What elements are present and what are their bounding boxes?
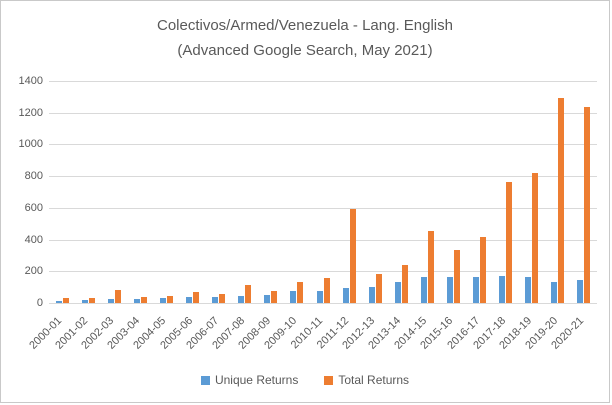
gridline-y-400 [49, 239, 597, 241]
y-tick-label-600: 600 [24, 201, 43, 214]
bar-total-2015-16 [453, 249, 460, 303]
legend-label-unique-returns: Unique Returns [214, 373, 299, 387]
bar-total-2009-10 [297, 281, 304, 303]
bar-unique-2003-04 [133, 298, 140, 303]
gridline-y-800 [49, 176, 597, 178]
legend-item-unique-returns: Unique Returns [200, 373, 299, 387]
bar-total-2016-17 [480, 237, 487, 303]
chart-title-line2: (Advanced Google Search, May 2021) [177, 42, 433, 59]
bar-total-2020-21 [584, 107, 591, 303]
legend-swatch-unique-returns-icon [200, 375, 210, 385]
bar-unique-2019-20 [551, 282, 558, 303]
legend-label-total-returns: Total Returns [338, 373, 410, 387]
bar-unique-2017-18 [499, 276, 506, 303]
plot-area [49, 81, 597, 304]
bar-total-2014-15 [427, 230, 434, 303]
bar-unique-2012-13 [368, 286, 375, 303]
bar-unique-2016-17 [473, 277, 480, 303]
bar-unique-2009-10 [290, 290, 297, 303]
bar-unique-2018-19 [525, 277, 532, 303]
bar-unique-2002-03 [107, 298, 114, 303]
bar-total-2013-14 [401, 264, 408, 303]
bar-unique-2005-06 [186, 296, 193, 303]
bar-unique-2013-14 [394, 282, 401, 303]
gridline-y-0 [49, 303, 597, 304]
y-tick-label-1200: 1200 [18, 106, 43, 119]
bar-unique-2006-07 [212, 296, 219, 303]
y-tick-label-200: 200 [24, 265, 43, 278]
bar-unique-2010-11 [316, 290, 323, 303]
gridline-y-1400 [49, 81, 597, 82]
bar-unique-2014-15 [420, 277, 427, 303]
gridline-y-600 [49, 207, 597, 209]
bar-total-2008-09 [271, 291, 278, 303]
bar-unique-2008-09 [264, 294, 271, 303]
y-tick-label-1400: 1400 [18, 75, 43, 87]
bar-total-2005-06 [193, 291, 200, 303]
bar-unique-2011-12 [342, 287, 349, 303]
bar-unique-2004-05 [159, 298, 166, 303]
gridline-y-1200 [49, 112, 597, 114]
legend-item-total-returns: Total Returns [324, 373, 409, 387]
gridline-y-200 [49, 271, 597, 273]
bar-total-2006-07 [219, 293, 226, 303]
bar-unique-2000-01 [55, 301, 62, 303]
bar-unique-2015-16 [446, 277, 453, 303]
bar-total-2019-20 [558, 97, 565, 303]
bar-unique-2007-08 [238, 296, 245, 303]
bar-unique-2020-21 [577, 280, 584, 303]
legend-swatch-total-returns-icon [324, 375, 334, 385]
bar-unique-2001-02 [81, 299, 88, 303]
chart-title: Colectivos/Armed/Venezuela - Lang. Engli… [1, 13, 609, 63]
bar-total-2011-12 [349, 209, 356, 303]
bar-total-2018-19 [532, 172, 539, 303]
bar-total-2003-04 [140, 296, 147, 303]
y-tick-label-1000: 1000 [18, 138, 43, 151]
bar-total-2012-13 [375, 274, 382, 303]
y-tick-label-800: 800 [24, 170, 43, 183]
y-tick-label-0: 0 [36, 297, 43, 309]
bar-total-2000-01 [62, 298, 69, 303]
bar-total-2017-18 [506, 181, 513, 303]
bar-total-2007-08 [245, 284, 252, 303]
bar-total-2002-03 [114, 289, 121, 303]
bar-total-2001-02 [88, 297, 95, 303]
gridline-y-1000 [49, 144, 597, 146]
y-tick-label-400: 400 [24, 233, 43, 246]
chart-title-line1: Colectivos/Armed/Venezuela - Lang. Engli… [156, 17, 453, 34]
bar-total-2004-05 [166, 295, 173, 303]
bar-total-2010-11 [323, 278, 330, 303]
legend: Unique Returns Total Returns [1, 373, 609, 387]
